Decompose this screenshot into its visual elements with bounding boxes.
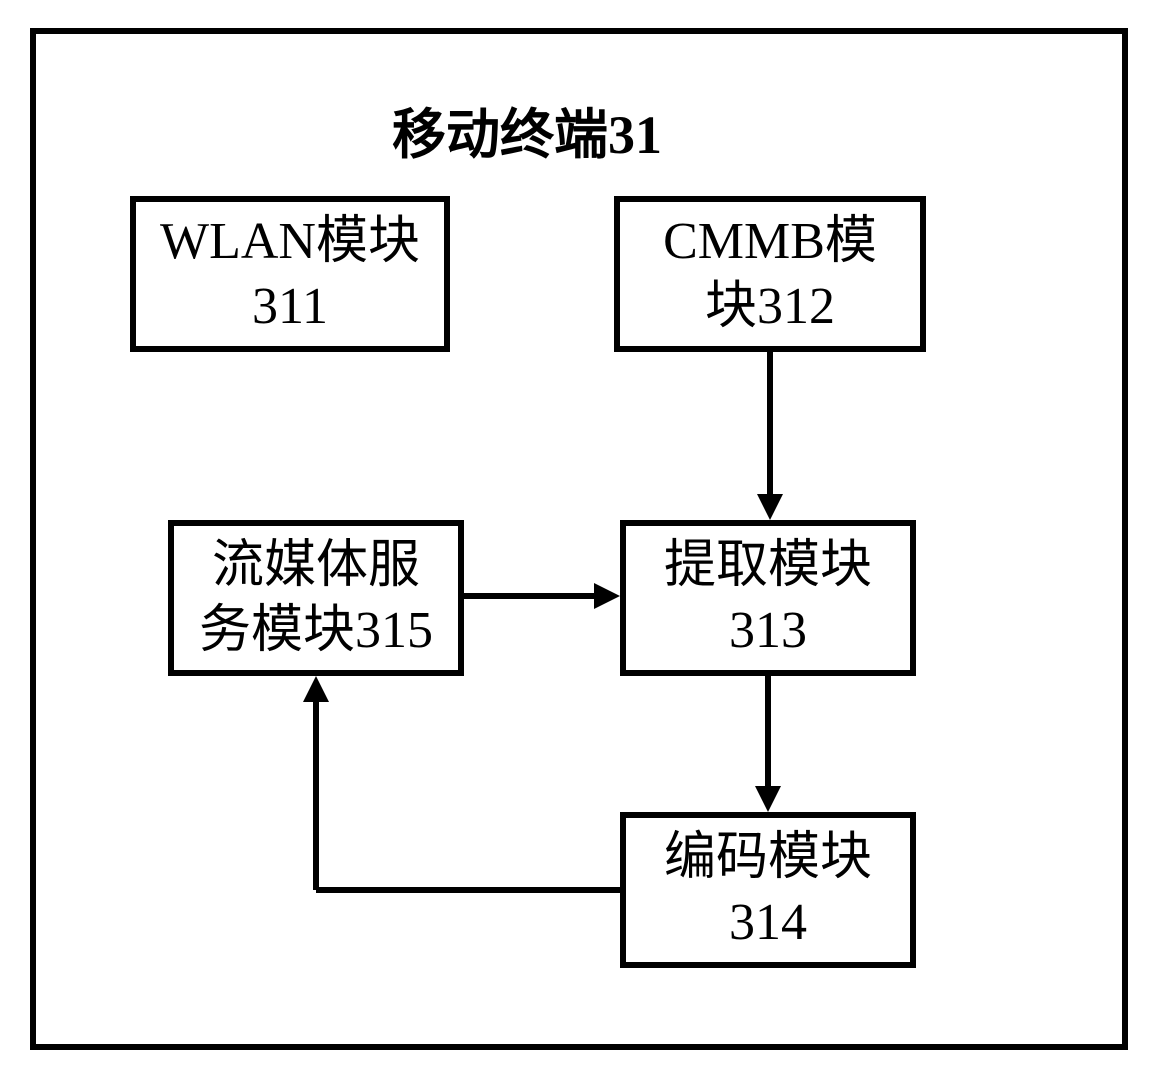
node-wlan-label-line1: WLAN模块 xyxy=(160,213,420,270)
node-stream-service-module: 流媒体服 务模块315 xyxy=(168,520,464,676)
node-cmmb-label-line2: 块312 xyxy=(705,278,835,335)
node-stream-label-line2: 务模块315 xyxy=(199,602,433,659)
node-stream-label: 流媒体服 务模块315 xyxy=(174,533,458,663)
node-cmmb-label-line1: CMMB模 xyxy=(663,213,877,270)
node-wlan-label-line2: 311 xyxy=(252,278,328,335)
node-encode-label-line1: 编码模块 xyxy=(664,829,872,886)
node-wlan-label: WLAN模块 311 xyxy=(136,209,444,339)
diagram-title: 移动终端31 xyxy=(392,90,662,169)
node-encode-label: 编码模块 314 xyxy=(626,825,910,955)
node-encode-module: 编码模块 314 xyxy=(620,812,916,968)
node-extract-label: 提取模块 313 xyxy=(626,533,910,663)
node-wlan-module: WLAN模块 311 xyxy=(130,196,450,352)
node-extract-label-line1: 提取模块 xyxy=(664,537,872,594)
node-cmmb-label: CMMB模 块312 xyxy=(620,209,920,339)
node-encode-label-line2: 314 xyxy=(729,894,807,951)
node-extract-label-line2: 313 xyxy=(729,602,807,659)
node-extract-module: 提取模块 313 xyxy=(620,520,916,676)
node-stream-label-line1: 流媒体服 xyxy=(212,537,420,594)
node-cmmb-module: CMMB模 块312 xyxy=(614,196,926,352)
